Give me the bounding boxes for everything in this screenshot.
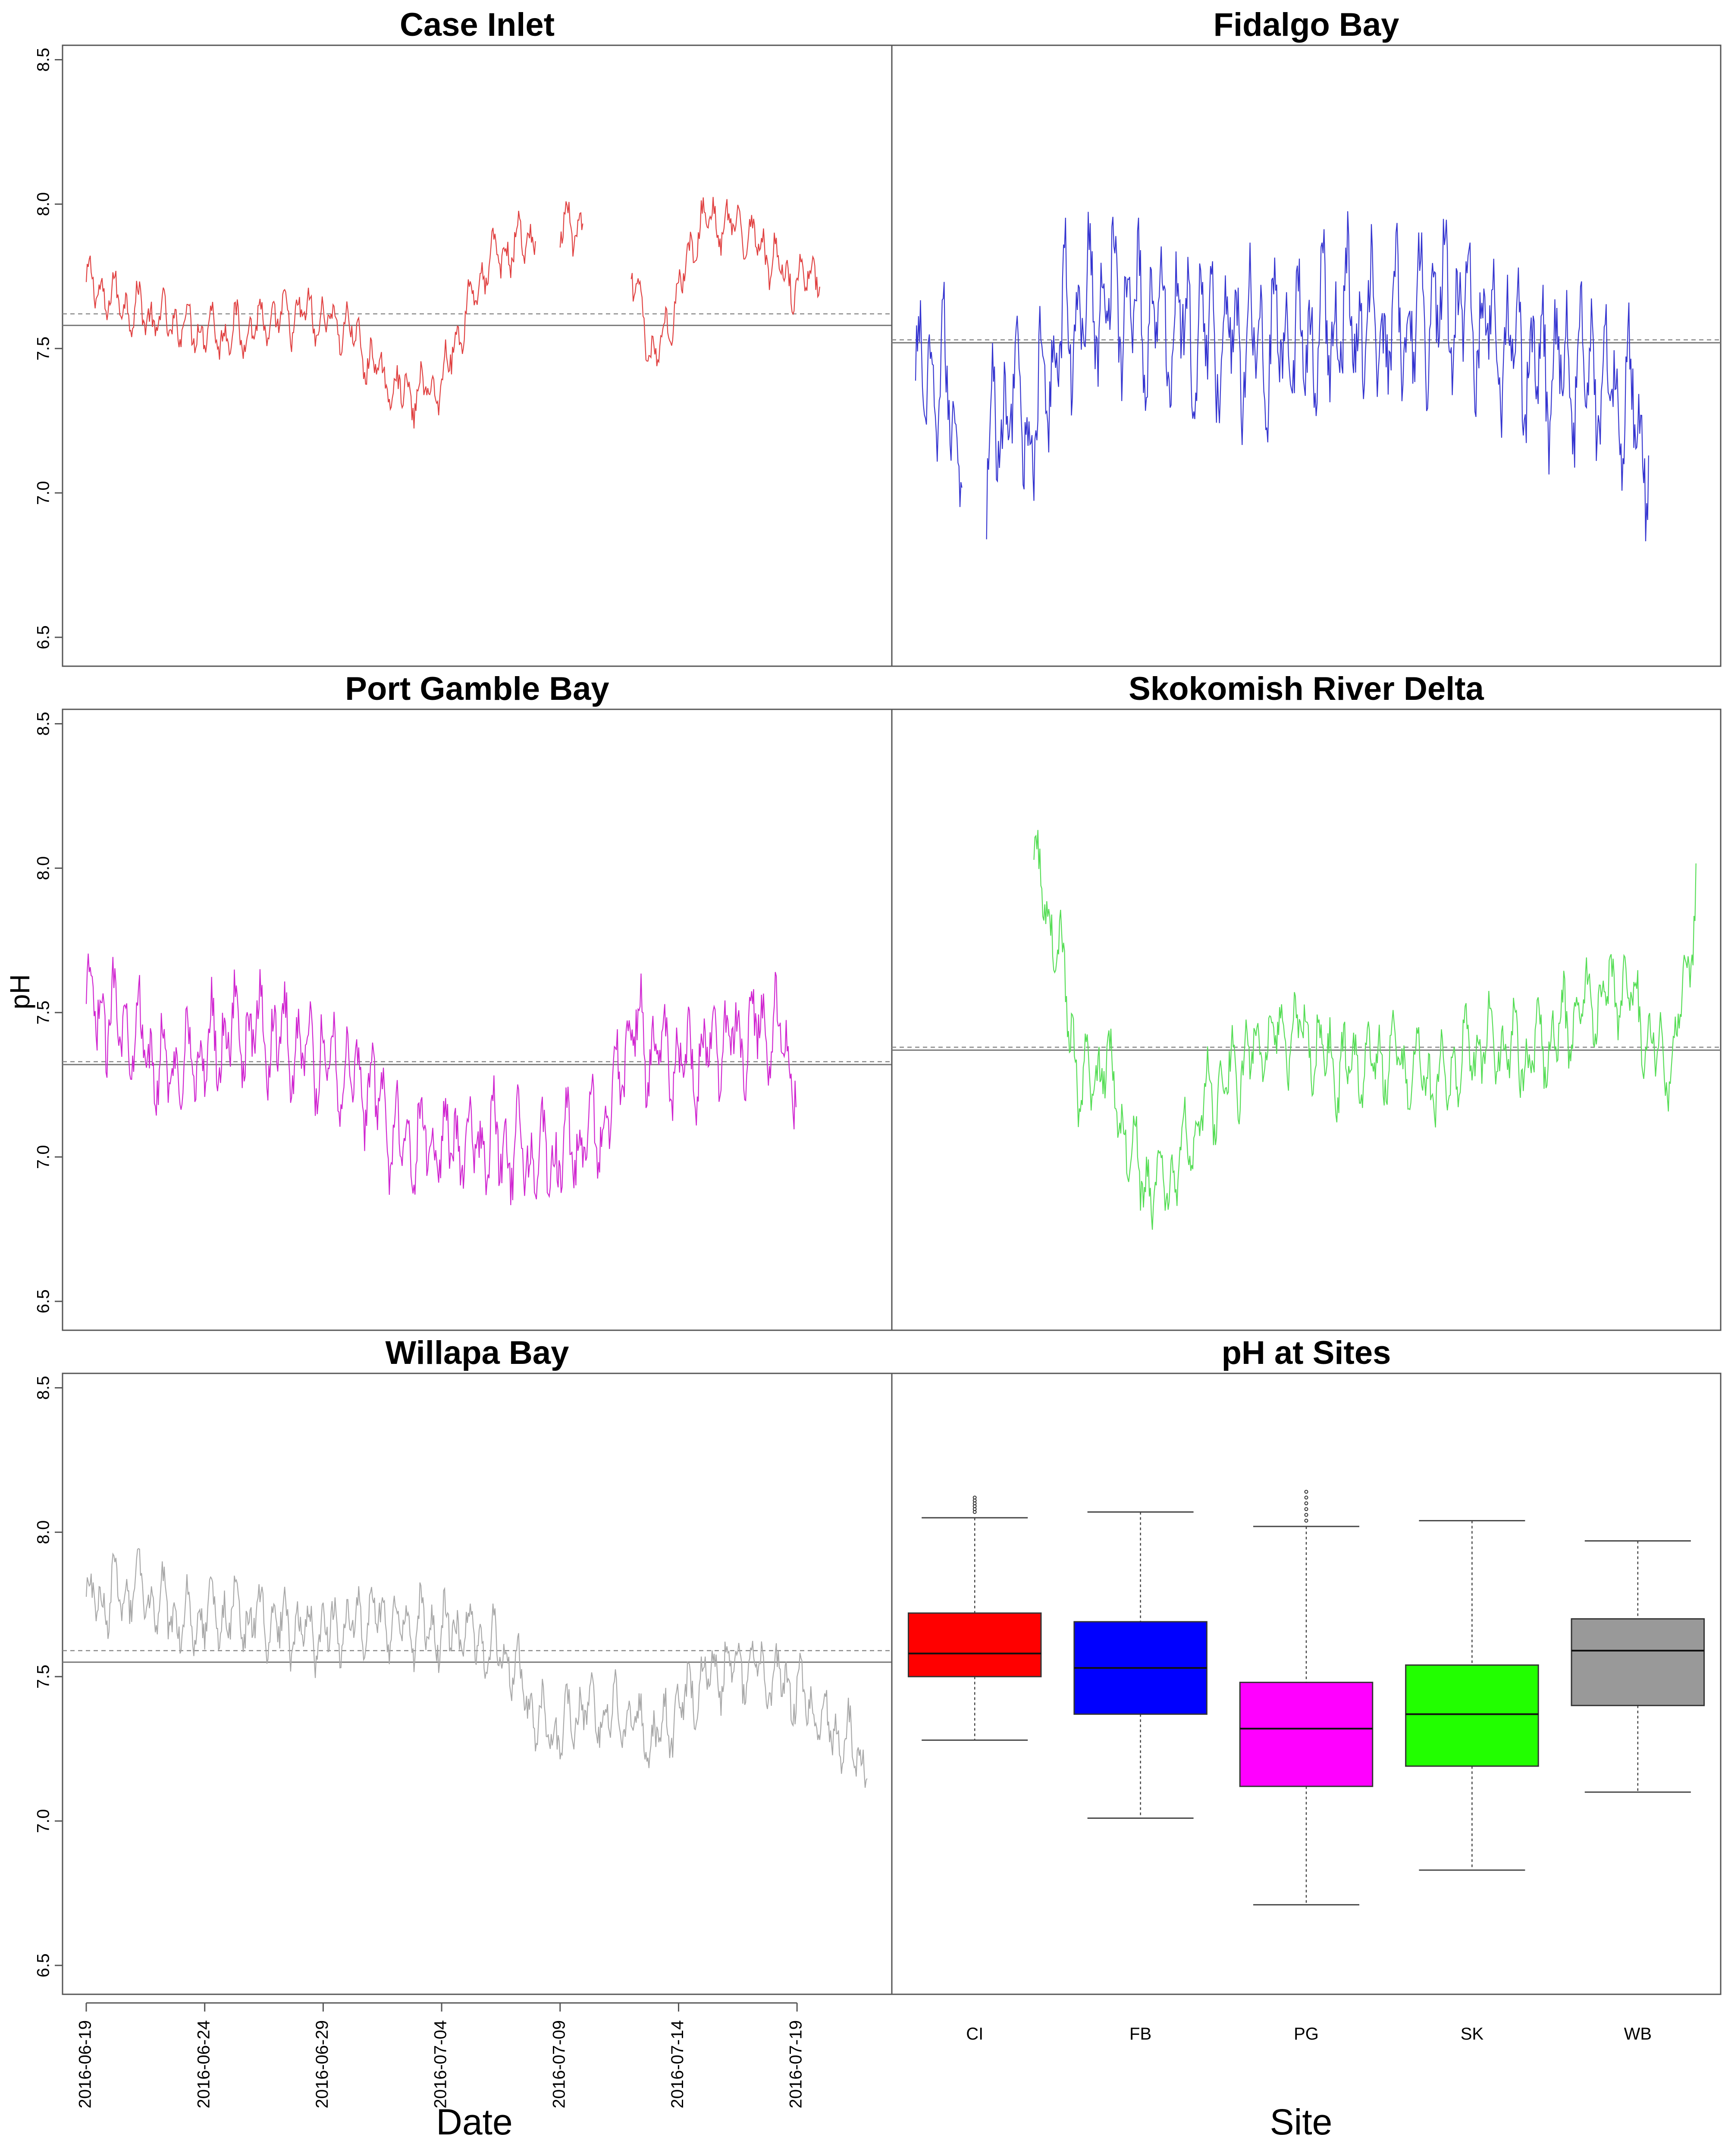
x-tick-label: 2016-07-09	[549, 2020, 568, 2109]
x-axis-label-date: Date	[436, 2102, 512, 2142]
panel-title: Skokomish River Delta	[1129, 671, 1484, 707]
panel-2: Port Gamble Bay 6.5 7.0 7.5 8.0 8.5	[34, 671, 893, 1331]
panel-0: Case Inlet 6.5 7.0 7.5 8.0 8.5	[34, 6, 893, 667]
y-tick-label: 6.5	[34, 625, 53, 649]
series-line	[85, 953, 797, 1205]
box-PG: PG	[1239, 1490, 1374, 2043]
y-tick-label: 8.0	[34, 1520, 53, 1545]
outlier-point	[1304, 1519, 1308, 1523]
panel-title: Willapa Bay	[386, 1335, 569, 1371]
y-tick-label: 8.5	[34, 1376, 53, 1400]
y-tick-label: 8.0	[34, 856, 53, 881]
y-tick-label: 7.5	[34, 336, 53, 360]
plot-frame	[62, 44, 893, 667]
category-label: WB	[1624, 2024, 1652, 2043]
outlier-point	[1304, 1490, 1308, 1494]
panel-title: Fidalgo Bay	[1214, 6, 1399, 43]
plot-frame	[62, 1373, 893, 1995]
outlier-point	[1304, 1501, 1308, 1505]
box-body	[1571, 1618, 1705, 1706]
x-tick-label: 2016-06-29	[313, 2020, 332, 2109]
category-label: PG	[1294, 2024, 1319, 2043]
plot-frame	[891, 708, 1722, 1331]
box-body	[1239, 1682, 1374, 1787]
x-tick-label: 2016-06-24	[194, 2020, 213, 2109]
category-label: FB	[1129, 2024, 1151, 2043]
x-tick-label: 2016-06-19	[76, 2020, 95, 2109]
y-axis-label: pH	[4, 974, 35, 1009]
box-WB: WB	[1571, 1540, 1705, 2043]
y-tick-label: 8.5	[34, 712, 53, 736]
panel-title: Case Inlet	[400, 6, 555, 43]
y-tick-label: 7.0	[34, 481, 53, 505]
plot-frame	[62, 708, 893, 1331]
y-tick-label: 7.0	[34, 1809, 53, 1833]
y-tick-label: 6.5	[34, 1289, 53, 1313]
series-line	[85, 1548, 868, 1788]
y-tick-label: 8.5	[34, 48, 53, 72]
category-label: CI	[966, 2024, 983, 2043]
box-body	[1405, 1664, 1539, 1767]
y-tick-label: 6.5	[34, 1953, 53, 1977]
outlier-point	[972, 1495, 977, 1500]
panel-5: pH at Sites CI FB PG SK WB	[891, 1335, 1722, 2043]
panel-title: Port Gamble Bay	[345, 671, 609, 707]
y-tick-label: 7.5	[34, 1664, 53, 1689]
x-axis-label-site: Site	[1270, 2102, 1333, 2142]
plot-frame	[891, 44, 1722, 667]
series-line	[85, 197, 820, 429]
y-tick-label: 7.5	[34, 1000, 53, 1025]
box-body	[907, 1612, 1042, 1677]
box-FB: FB	[1073, 1511, 1208, 2043]
box-CI: CI	[907, 1495, 1042, 2043]
plot-frame	[891, 1373, 1722, 1995]
panel-1: Fidalgo Bay	[891, 6, 1722, 667]
x-tick-label: 2016-07-04	[431, 2020, 450, 2109]
series-line	[915, 211, 1649, 542]
panel-title: pH at Sites	[1222, 1335, 1391, 1371]
chart-panels: Case Inlet 6.5 7.0 7.5 8.0 8.5 Fidalgo Bay Port…	[34, 6, 1722, 2109]
outlier-point	[1304, 1495, 1308, 1500]
y-tick-label: 7.0	[34, 1145, 53, 1169]
y-tick-label: 8.0	[34, 192, 53, 216]
series-line	[1033, 830, 1697, 1230]
x-tick-label: 2016-07-19	[787, 2020, 806, 2109]
outlier-point	[1304, 1507, 1308, 1511]
panel-3: Skokomish River Delta	[891, 671, 1722, 1331]
x-tick-label: 2016-07-14	[668, 2020, 687, 2109]
outlier-point	[1304, 1513, 1308, 1517]
category-label: SK	[1461, 2024, 1484, 2043]
box-SK: SK	[1405, 1520, 1539, 2043]
panel-4: Willapa Bay 6.5 7.0 7.5 8.0 8.5 2016-06-19 2016…	[34, 1335, 893, 2109]
